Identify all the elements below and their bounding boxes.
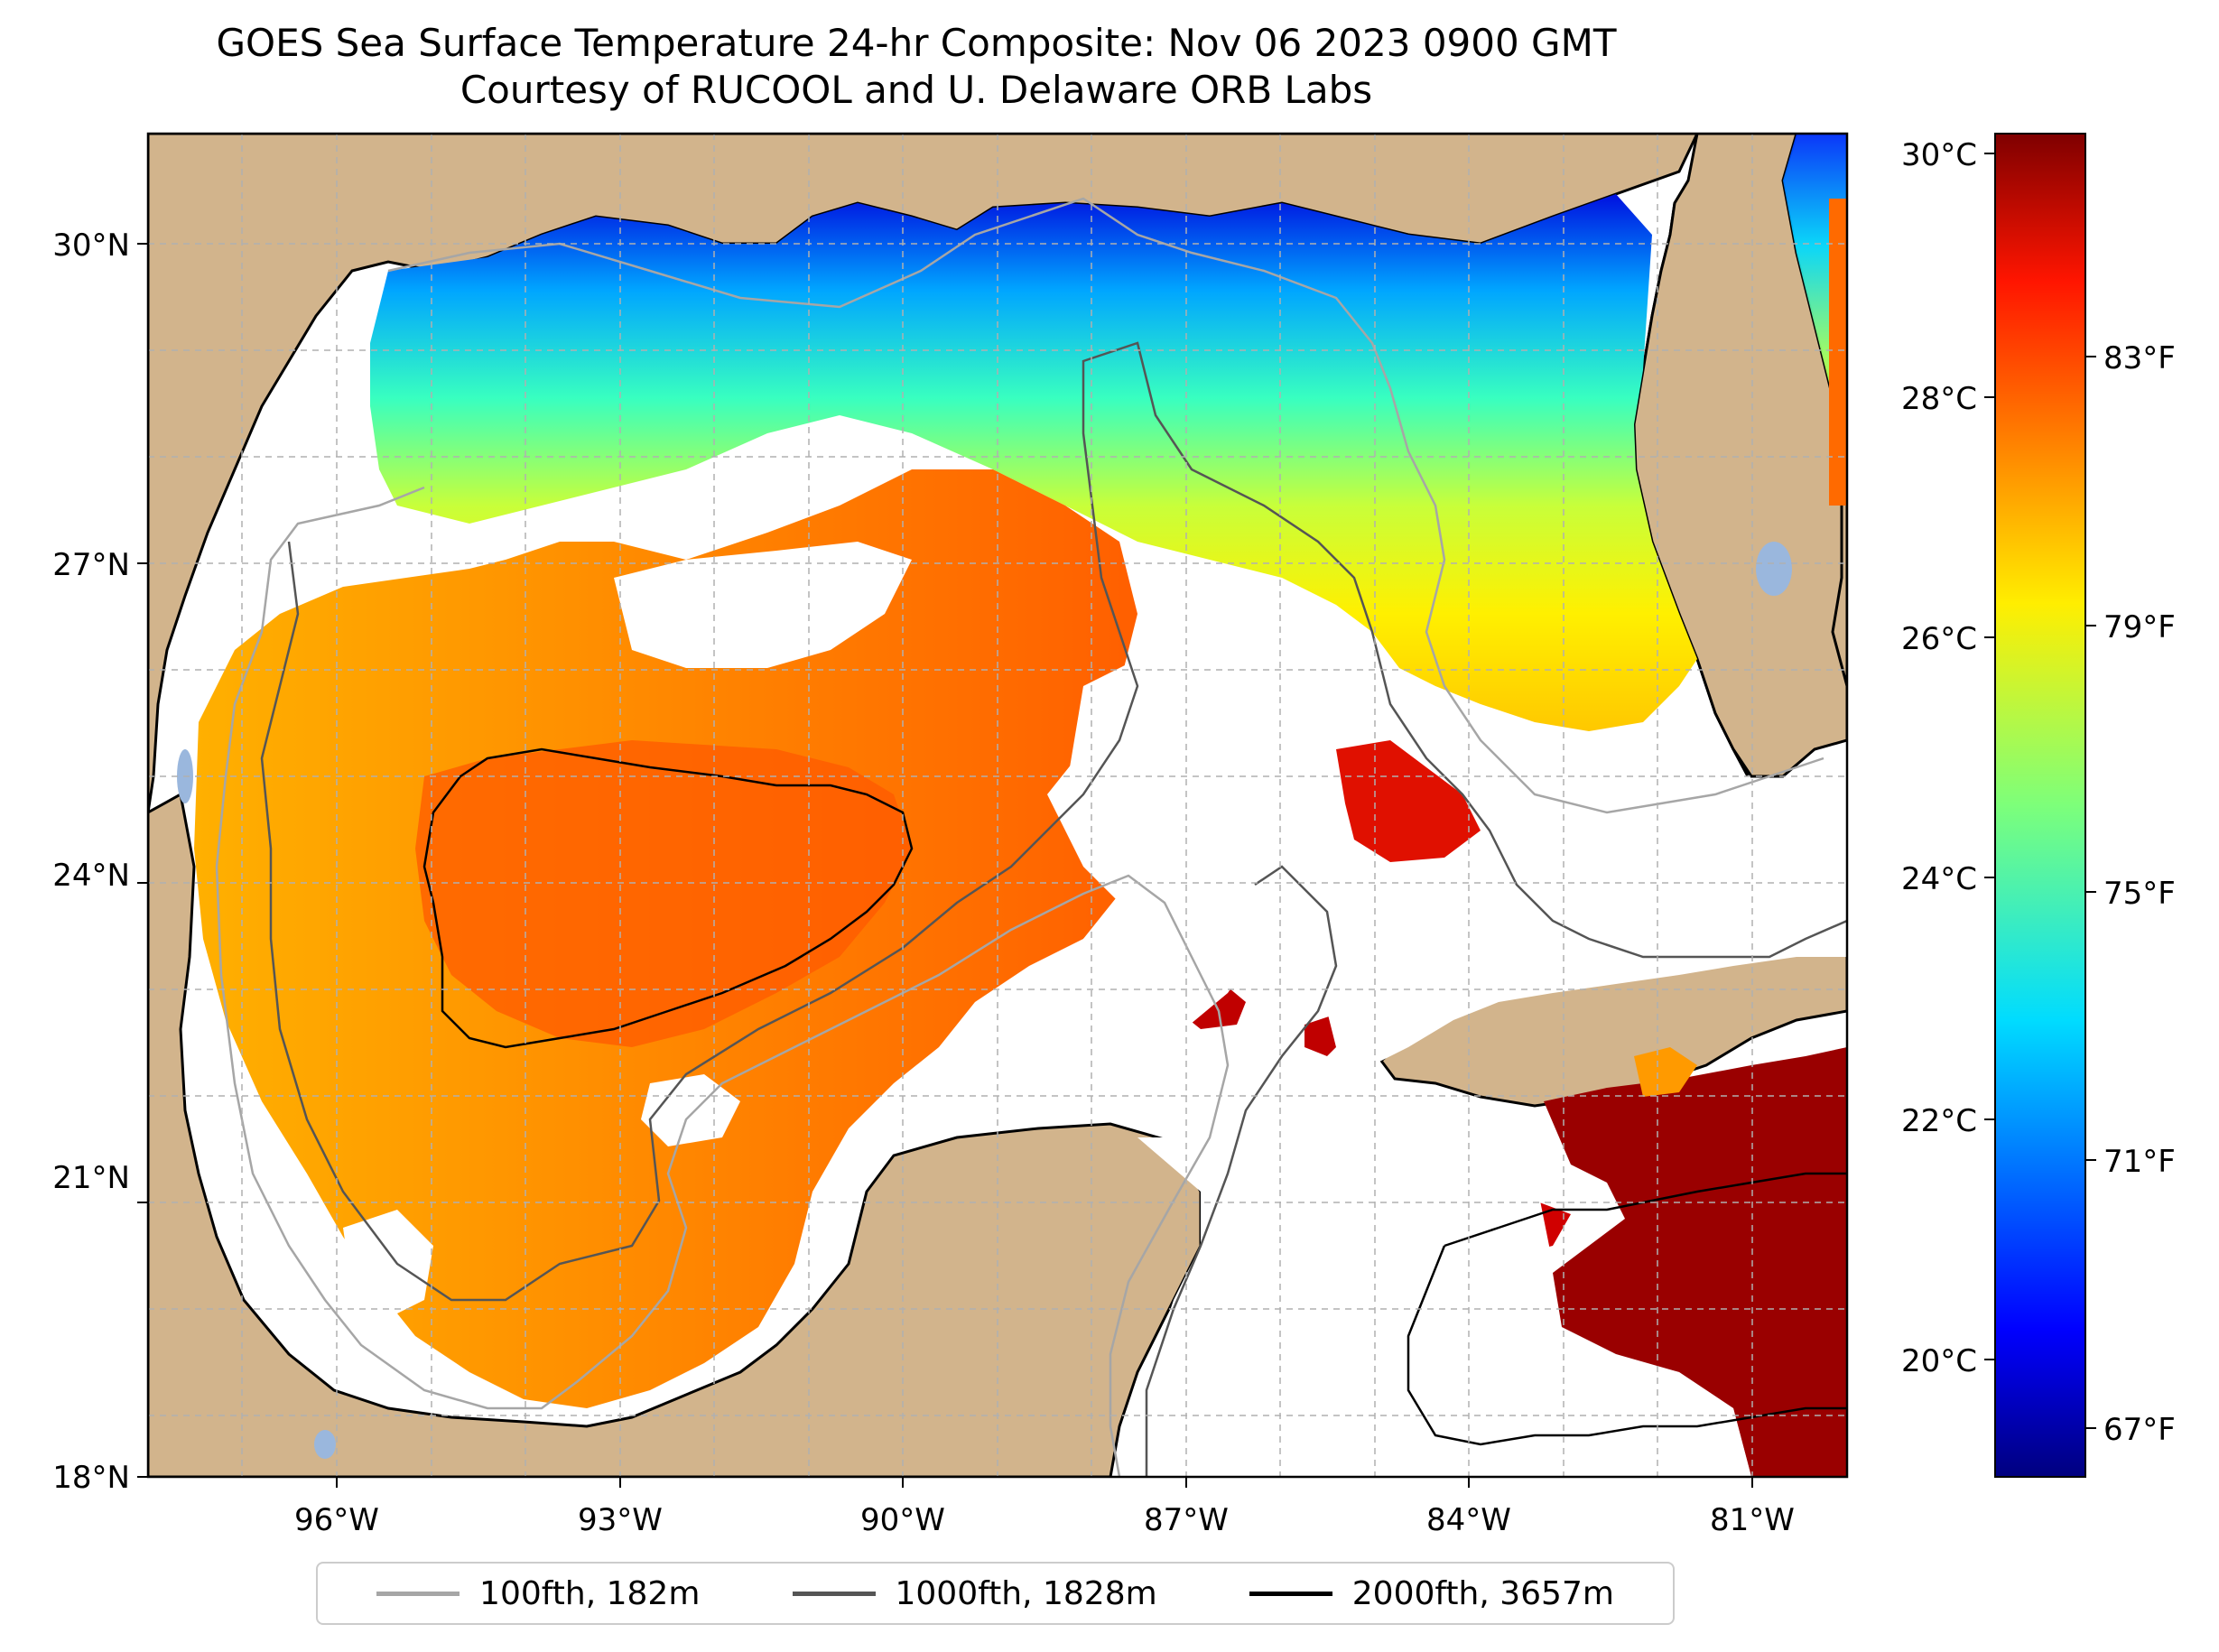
lon-label: 96°W	[294, 1502, 379, 1538]
celsius-label: 30°C	[1901, 137, 1977, 173]
celsius-label: 26°C	[1901, 621, 1977, 657]
contour-legend: 100fth, 182m 1000fth, 1828m 2000fth, 365…	[316, 1562, 1675, 1625]
lon-label: 81°W	[1710, 1502, 1795, 1538]
legend-label: 100fth, 182m	[479, 1574, 701, 1612]
cloud-gap	[343, 1210, 433, 1318]
lon-label: 93°W	[578, 1502, 663, 1538]
cloud-gap	[641, 1074, 740, 1146]
lat-label: 18°N	[52, 1460, 130, 1496]
lon-axis	[336, 1477, 1753, 1488]
sst-core-warm	[415, 740, 912, 1047]
lat-label: 24°N	[52, 858, 130, 894]
lon-label: 90°W	[860, 1502, 945, 1538]
cloud-gap	[1309, 849, 1847, 1065]
legend-item-2000fth: 2000fth, 3657m	[1249, 1575, 1614, 1612]
lat-label: 21°N	[52, 1160, 130, 1196]
map-area[interactable]	[148, 134, 1847, 1477]
contour-2000fth	[422, 747, 1847, 1446]
legend-item-1000fth: 1000fth, 1828m	[792, 1574, 1157, 1612]
inland-lake	[314, 1430, 336, 1459]
cloud-gap	[1119, 1137, 1751, 1477]
sst-orange-patch	[1634, 1047, 1697, 1097]
fahrenheit-label: 67°F	[2103, 1412, 2176, 1448]
title-line-1: GOES Sea Surface Temperature 24-hr Compo…	[216, 21, 1617, 65]
title-line-2: Courtesy of RUCOOL and U. Delaware ORB L…	[460, 68, 1373, 112]
legend-swatch-100fth	[376, 1591, 460, 1596]
lon-label: 87°W	[1144, 1502, 1229, 1538]
legend-swatch-2000fth	[1249, 1591, 1332, 1596]
sst-east-florida	[1697, 134, 1847, 506]
fahrenheit-label: 79°F	[2103, 609, 2176, 645]
sst-caribbean-red	[1544, 1047, 1847, 1477]
lat-label: 27°N	[52, 547, 130, 583]
lat-axis	[137, 243, 148, 1478]
legend-label: 1000fth, 1828m	[895, 1574, 1157, 1612]
inland-lake	[1756, 542, 1792, 596]
map-frame	[146, 132, 1849, 1479]
contour-100fth	[215, 197, 1824, 1477]
celsius-label: 22°C	[1901, 1103, 1977, 1139]
colorbar: 30°C 28°C 26°C 24°C 22°C 20°C 83°F 79°F …	[1901, 133, 2176, 1478]
chart-title: GOES Sea Surface Temperature 24-hr Compo…	[0, 20, 1833, 114]
sst-gulf-stream	[1829, 199, 1847, 506]
celsius-label: 20°C	[1901, 1343, 1977, 1379]
lon-label: 84°W	[1426, 1502, 1511, 1538]
contour-1000fth	[260, 341, 1847, 1477]
fahrenheit-label: 71°F	[2103, 1144, 2176, 1180]
fahrenheit-label: 83°F	[2103, 340, 2176, 376]
sst-north-shelf	[370, 194, 1697, 731]
fahrenheit-label: 75°F	[2103, 876, 2176, 912]
gridlines	[148, 134, 1847, 1477]
colorbar-gradient	[1994, 133, 2086, 1478]
legend-item-100fth: 100fth, 182m	[376, 1575, 700, 1612]
legend-swatch-1000fth	[792, 1591, 876, 1596]
celsius-label: 24°C	[1901, 861, 1977, 897]
cloud-gap	[975, 650, 1327, 1110]
lat-label: 30°N	[52, 227, 130, 264]
legend-label: 2000fth, 3657m	[1351, 1574, 1614, 1612]
sst-red-patch	[1336, 740, 1481, 862]
cloud-gap	[614, 542, 912, 668]
celsius-label: 28°C	[1901, 381, 1977, 417]
